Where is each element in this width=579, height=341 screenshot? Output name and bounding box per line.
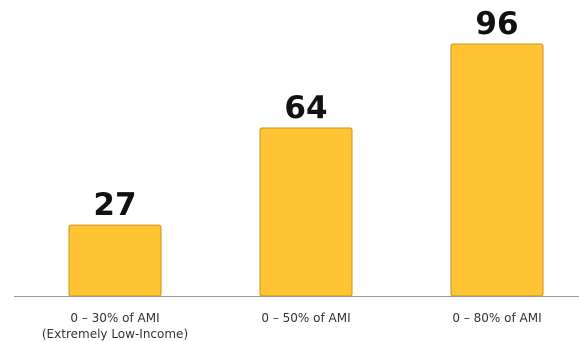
- bar-3: [450, 43, 544, 297]
- bar-2: [259, 127, 353, 297]
- x-tick-label-line: (Extremely Low-Income): [42, 327, 188, 341]
- x-tick-label-2: 0 – 50% of AMI: [261, 311, 350, 325]
- bar-1: [68, 224, 162, 297]
- x-tick-labels-group: 0 – 30% of AMI (Extremely Low-Income)0 – …: [42, 311, 542, 341]
- x-tick-label-line: 0 – 50% of AMI: [261, 311, 350, 325]
- value-label-2: 64: [284, 90, 327, 126]
- value-label-1: 27: [93, 187, 136, 223]
- x-tick-label-line: 0 – 80% of AMI: [452, 311, 541, 325]
- bars-group: [68, 43, 544, 297]
- x-tick-label-1: 0 – 30% of AMI (Extremely Low-Income): [42, 311, 188, 341]
- x-tick-label-line: 0 – 30% of AMI: [70, 311, 159, 325]
- value-label-3: 96: [475, 6, 518, 42]
- value-labels-group: 27 64 96: [93, 6, 518, 223]
- x-tick-label-3: 0 – 80% of AMI: [452, 311, 541, 325]
